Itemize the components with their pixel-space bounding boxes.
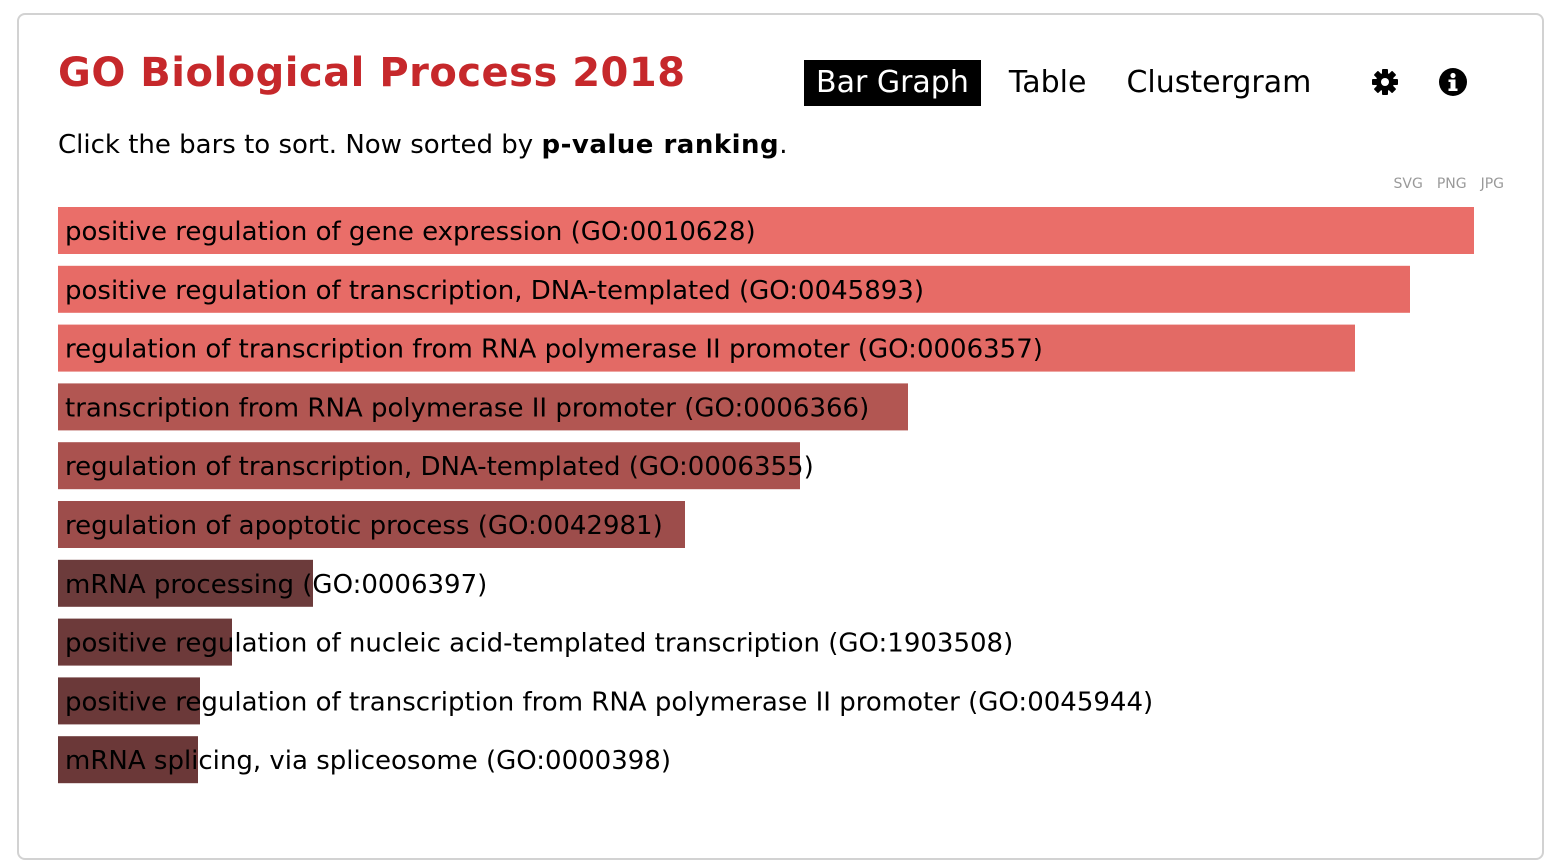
bar-6[interactable] — [58, 501, 685, 548]
export-png-link[interactable]: PNG — [1436, 176, 1467, 192]
export-svg-link[interactable]: SVG — [1393, 176, 1423, 192]
bar-label-2: positive regulation of transcription, DN… — [65, 276, 924, 306]
bar-label-4: transcription from RNA polymerase II pro… — [65, 393, 869, 423]
bar-label-3: regulation of transcription from RNA pol… — [65, 335, 1043, 365]
bar-label-5: regulation of transcription, DNA-templat… — [65, 452, 814, 482]
tab-table[interactable]: Table — [1008, 65, 1087, 100]
bar-label-8: positive regulation of nucleic acid-temp… — [65, 629, 1013, 659]
gear-icon[interactable] — [1370, 67, 1400, 97]
bar-8[interactable] — [58, 618, 232, 666]
bar-label-1: positive regulation of gene expression (… — [65, 217, 756, 247]
bar-1[interactable] — [58, 207, 1474, 254]
sort-description: Click the bars to sort. Now sorted by p-… — [58, 130, 787, 160]
export-links: SVG PNG JPG — [1394, 176, 1505, 192]
view-tabs: Bar Graph Table Clustergram — [804, 60, 1339, 106]
sort-suffix: . — [779, 130, 788, 160]
bar-9[interactable] — [58, 677, 200, 725]
library-title: GO Biological Process 2018 — [58, 50, 686, 96]
tab-bar-graph[interactable]: Bar Graph — [804, 60, 981, 106]
bar-label-9: positive regulation of transcription fro… — [65, 687, 1153, 717]
info-icon[interactable] — [1438, 67, 1468, 97]
export-jpg-link[interactable]: JPG — [1480, 176, 1504, 192]
sort-key: p-value ranking — [541, 130, 780, 160]
sort-prefix: Click the bars to sort. Now sorted by — [58, 130, 542, 160]
bar-2[interactable] — [58, 265, 1410, 313]
results-card — [17, 13, 1544, 860]
bar-label-7: mRNA processing (GO:0006397) — [65, 570, 487, 600]
bar-label-10: mRNA splicing, via spliceosome (GO:00003… — [65, 746, 671, 776]
bar-5[interactable] — [58, 442, 800, 490]
bar-3[interactable] — [58, 324, 1355, 372]
bar-4[interactable] — [58, 383, 908, 431]
bar-chart: positive regulation of gene expression (… — [58, 207, 1474, 784]
bar-10[interactable] — [58, 736, 198, 784]
bar-7[interactable] — [58, 559, 313, 607]
tab-clustergram[interactable]: Clustergram — [1126, 65, 1312, 100]
bar-label-6: regulation of apoptotic process (GO:0042… — [65, 511, 663, 541]
